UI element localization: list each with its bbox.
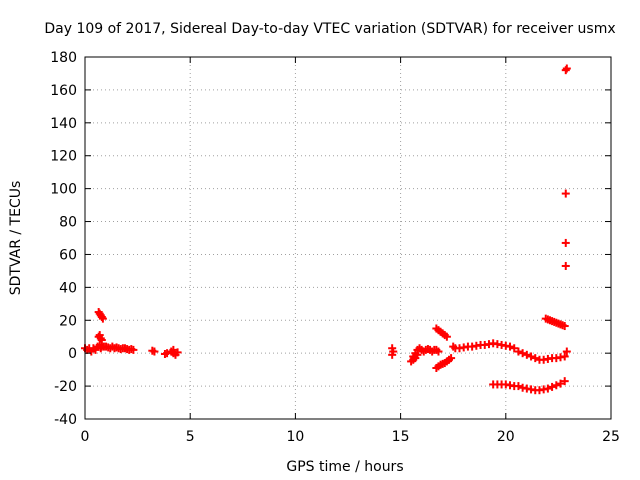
y-tick-label: 60 <box>59 247 77 263</box>
y-tick-label: 0 <box>68 346 77 362</box>
x-tick-label: 20 <box>497 429 515 445</box>
data-point <box>150 347 159 356</box>
data-point <box>556 379 565 388</box>
data-point <box>561 189 570 198</box>
x-tick-label: 0 <box>81 429 90 445</box>
data-point <box>561 238 570 247</box>
data-point <box>548 382 557 391</box>
data-point <box>506 342 515 351</box>
data-point <box>97 336 106 345</box>
data-point <box>173 348 182 357</box>
data-point <box>562 64 571 73</box>
data-point <box>447 354 456 363</box>
data-point <box>562 347 571 356</box>
data-point <box>561 261 570 270</box>
y-tick-label: 80 <box>59 215 77 231</box>
y-tick-label: 100 <box>50 182 77 198</box>
data-point <box>514 382 523 391</box>
data-point <box>560 322 569 331</box>
data-point <box>531 354 540 363</box>
x-tick-label: 15 <box>392 429 410 445</box>
data-point <box>434 347 443 356</box>
data-point <box>522 350 531 359</box>
data-point <box>514 347 523 356</box>
data-point <box>543 384 552 393</box>
axis-ticks: -40 -20 0 20 40 60 80 100 120 140 160 180 0 5 10 15 20 25 <box>50 50 620 445</box>
data-point <box>413 350 422 359</box>
data-point <box>169 345 178 354</box>
x-tick-label: 25 <box>602 429 620 445</box>
data-point <box>560 377 569 386</box>
data-point <box>527 352 536 361</box>
y-tick-label: -20 <box>54 379 77 395</box>
data-point <box>561 66 570 75</box>
data-point <box>552 381 561 390</box>
x-axis-label: GPS time / hours <box>286 459 403 475</box>
grid-lines <box>85 57 611 419</box>
data-point <box>518 349 527 358</box>
data-point <box>388 350 397 359</box>
plot-frame <box>84 56 612 420</box>
y-tick-label: 140 <box>50 116 77 132</box>
y-tick-label: 180 <box>50 50 77 66</box>
x-tick-label: 5 <box>186 429 195 445</box>
y-tick-label: 120 <box>50 149 77 165</box>
data-point <box>129 345 138 354</box>
data-point <box>442 332 451 341</box>
data-points <box>81 64 571 395</box>
x-tick-label: 10 <box>286 429 304 445</box>
chart-title: Day 109 of 2017, Sidereal Day-to-day VTE… <box>44 21 615 37</box>
data-point <box>510 344 519 353</box>
y-tick-label: -40 <box>54 412 77 428</box>
y-axis-label: SDTVAR / TECUs <box>8 181 24 296</box>
y-tick-label: 160 <box>50 83 77 99</box>
data-point <box>96 334 105 343</box>
y-tick-label: 40 <box>59 280 77 296</box>
data-point <box>98 314 107 323</box>
data-point <box>97 312 106 321</box>
data-point <box>560 352 569 361</box>
y-tick-label: 20 <box>59 313 77 329</box>
